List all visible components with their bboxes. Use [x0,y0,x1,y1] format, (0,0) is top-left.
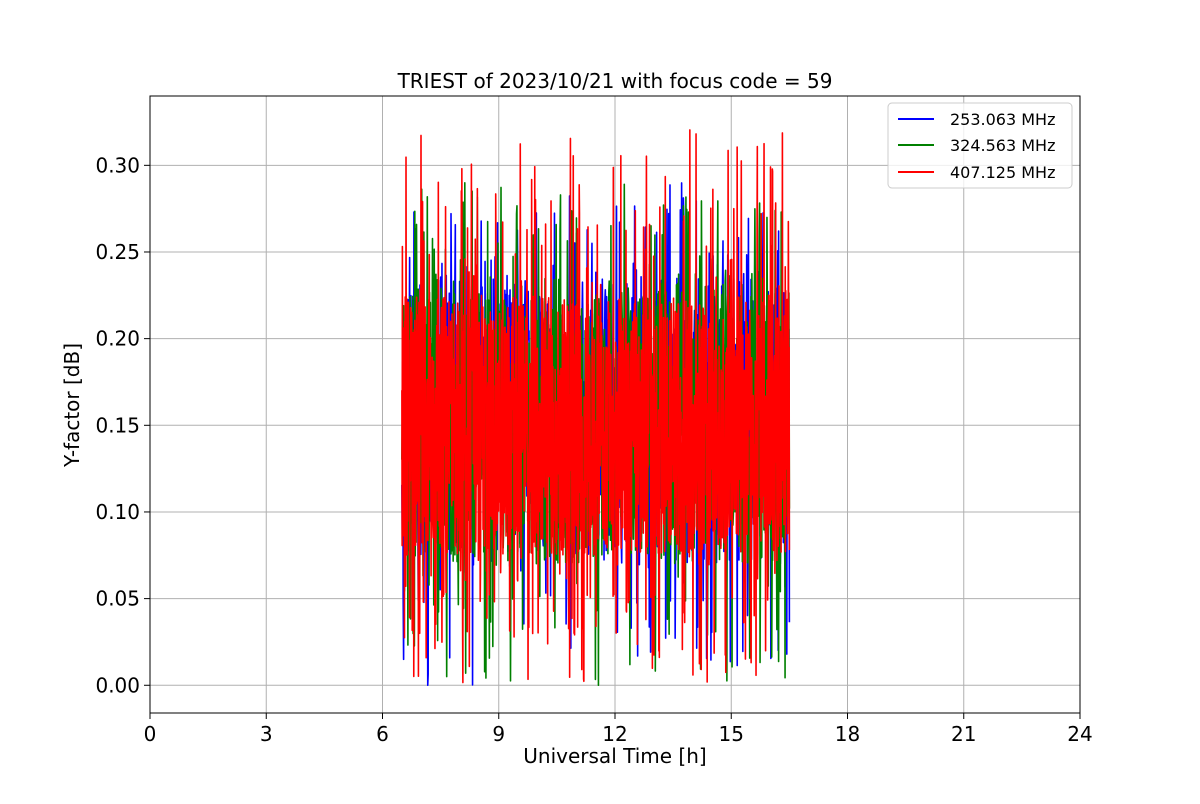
legend-entry-253-mhz: 253.063 MHz [898,110,1055,129]
legend-label: 324.563 MHz [950,136,1055,155]
chart-title: TRIEST of 2023/10/21 with focus code = 5… [397,69,833,93]
x-tick-label: 15 [719,722,744,746]
x-tick-label: 18 [835,722,860,746]
y-tick-label: 0.25 [95,240,140,264]
x-tick-label: 6 [376,722,389,746]
y-tick-label: 0.10 [95,500,140,524]
y-axis: 0.00 0.05 0.10 0.15 0.20 0.25 0.30 [95,153,150,697]
y-axis-label: Y-factor [dB] [60,343,84,468]
y-tick-label: 0.20 [95,327,140,351]
series-layer [401,129,791,687]
x-axis: 0 3 6 9 12 15 18 21 24 [144,713,1093,746]
x-tick-label: 3 [260,722,273,746]
x-tick-label: 24 [1067,722,1092,746]
y-tick-label: 0.15 [95,413,140,437]
plot-area [401,129,791,687]
y-tick-label: 0.30 [95,153,140,177]
series-line-407125 [401,129,791,684]
legend-entry-324-mhz: 324.563 MHz [898,136,1055,155]
x-tick-label: 12 [602,722,627,746]
x-axis-label: Universal Time [h] [523,744,706,768]
legend-label: 253.063 MHz [950,110,1055,129]
legend: 253.063 MHz 324.563 MHz 407.125 MHz [887,102,1073,189]
x-tick-label: 9 [492,722,505,746]
legend-label: 407.125 MHz [950,163,1055,182]
y-tick-label: 0.05 [95,587,140,611]
y-tick-label: 0.00 [95,673,140,697]
legend-box [887,102,1073,189]
x-tick-label: 21 [951,722,976,746]
legend-entry-407-mhz: 407.125 MHz [898,163,1055,182]
x-tick-label: 0 [144,722,157,746]
